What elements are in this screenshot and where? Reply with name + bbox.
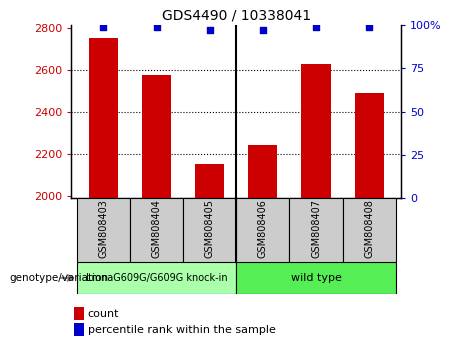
Bar [236, 262, 396, 294]
Text: genotype/variation: genotype/variation [9, 273, 108, 283]
Bar [77, 262, 236, 294]
Text: LmnaG609G/G609G knock-in: LmnaG609G/G609G knock-in [86, 273, 227, 283]
Bar [248, 145, 278, 198]
Text: GSM808403: GSM808403 [98, 199, 108, 258]
Bar [195, 164, 225, 198]
Title: GDS4490 / 10338041: GDS4490 / 10338041 [162, 8, 311, 22]
Bar [130, 198, 183, 262]
Bar [301, 64, 331, 198]
Text: GSM808406: GSM808406 [258, 199, 268, 258]
Point [366, 24, 373, 29]
Point [206, 27, 213, 33]
Bar [77, 198, 130, 262]
Text: GSM808408: GSM808408 [364, 199, 374, 258]
Text: percentile rank within the sample: percentile rank within the sample [88, 325, 276, 335]
Bar [142, 75, 171, 198]
Bar [183, 198, 236, 262]
Point [259, 27, 266, 33]
Text: GSM808407: GSM808407 [311, 199, 321, 258]
Point [312, 24, 319, 29]
Bar [236, 198, 290, 262]
Bar [343, 198, 396, 262]
Bar [355, 93, 384, 198]
Text: count: count [88, 309, 119, 319]
Bar [290, 198, 343, 262]
Point [153, 24, 160, 29]
Text: GSM808404: GSM808404 [152, 199, 161, 258]
Text: GSM808405: GSM808405 [205, 199, 215, 258]
Point [100, 24, 107, 29]
Text: wild type: wild type [290, 273, 342, 283]
Bar [89, 39, 118, 198]
